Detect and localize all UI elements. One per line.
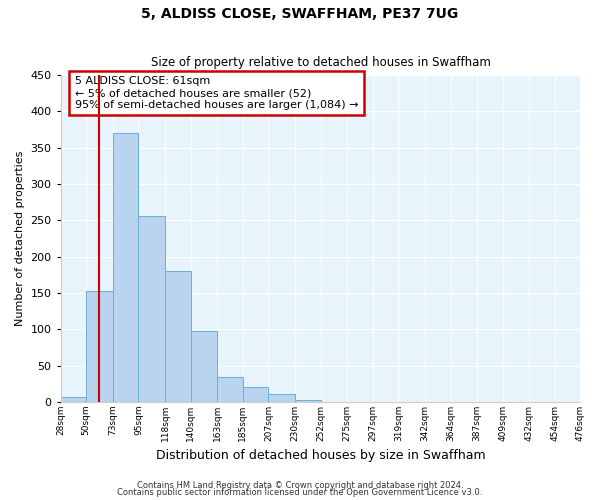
Title: Size of property relative to detached houses in Swaffham: Size of property relative to detached ho… [151,56,491,70]
Bar [243,386,268,402]
Text: 5, ALDISS CLOSE, SWAFFHAM, PE37 7UG: 5, ALDISS CLOSE, SWAFFHAM, PE37 7UG [142,8,458,22]
Text: Contains HM Land Registry data © Crown copyright and database right 2024.: Contains HM Land Registry data © Crown c… [137,480,463,490]
Bar [113,133,139,402]
Bar [217,378,243,402]
Bar [268,394,295,402]
Bar [86,292,113,402]
Bar [61,397,86,402]
Y-axis label: Number of detached properties: Number of detached properties [15,150,25,326]
Text: 5 ALDISS CLOSE: 61sqm
← 5% of detached houses are smaller (52)
95% of semi-detac: 5 ALDISS CLOSE: 61sqm ← 5% of detached h… [75,76,358,110]
Bar [165,271,191,402]
X-axis label: Distribution of detached houses by size in Swaffham: Distribution of detached houses by size … [156,450,485,462]
Text: Contains public sector information licensed under the Open Government Licence v3: Contains public sector information licen… [118,488,482,497]
Bar [295,400,320,402]
Bar [191,332,217,402]
Bar [139,216,165,402]
